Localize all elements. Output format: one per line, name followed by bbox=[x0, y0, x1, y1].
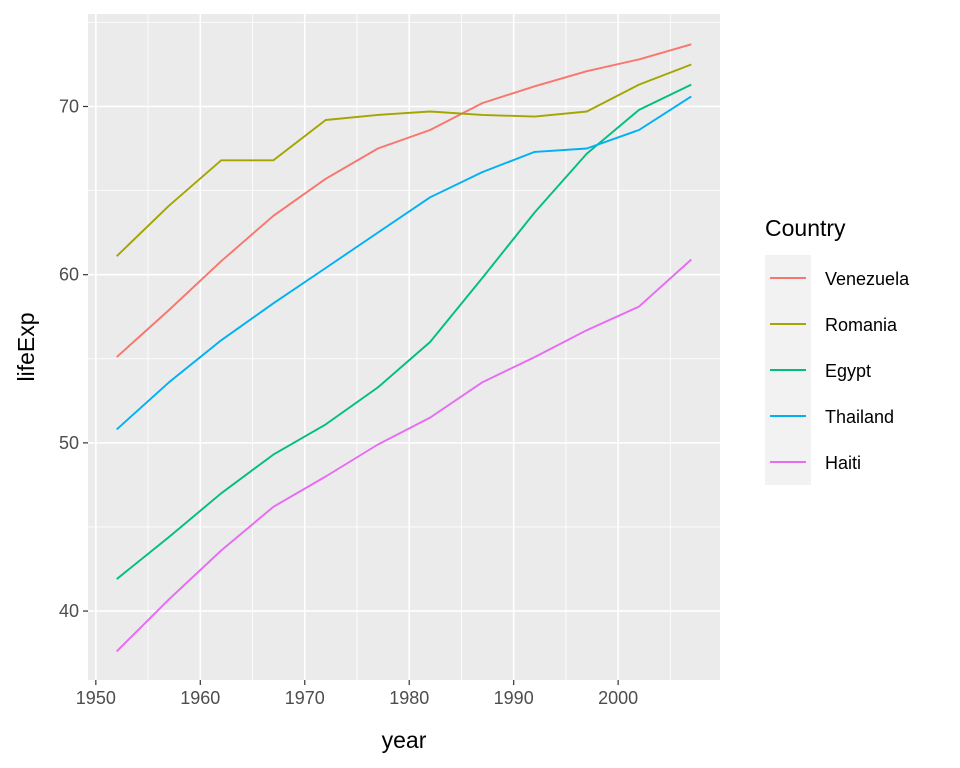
y-tick-label: 70 bbox=[59, 97, 79, 117]
series-lines bbox=[116, 43, 692, 653]
legend-title: Country bbox=[765, 215, 846, 241]
legend-label-egypt: Egypt bbox=[825, 361, 871, 381]
legend-label-haiti: Haiti bbox=[825, 453, 861, 473]
series-line-romania bbox=[116, 63, 692, 257]
x-tick-label: 1950 bbox=[76, 688, 116, 708]
legend-label-venezuela: Venezuela bbox=[825, 269, 910, 289]
x-tick-label: 1980 bbox=[389, 688, 429, 708]
x-tick-label: 1970 bbox=[285, 688, 325, 708]
gridlines bbox=[88, 14, 720, 680]
axes: 1950 1960 1970 1980 1990 2000 40 50 60 70 bbox=[59, 97, 638, 709]
series-line-venezuela bbox=[116, 43, 692, 358]
x-tick-label: 1960 bbox=[180, 688, 220, 708]
x-axis-title: year bbox=[382, 727, 427, 753]
x-tick-label: 1990 bbox=[494, 688, 534, 708]
legend-label-thailand: Thailand bbox=[825, 407, 894, 427]
y-tick-label: 50 bbox=[59, 433, 79, 453]
x-tick-label: 2000 bbox=[598, 688, 638, 708]
legend: Country Venezuela Romania Egypt Thailand Hai… bbox=[765, 215, 910, 485]
y-axis-title: lifeExp bbox=[13, 312, 39, 381]
plot-panel bbox=[88, 14, 720, 680]
series-line-thailand bbox=[116, 95, 692, 431]
legend-label-romania: Romania bbox=[825, 315, 898, 335]
y-tick-label: 40 bbox=[59, 601, 79, 621]
panel-background bbox=[88, 14, 720, 680]
y-tick-label: 60 bbox=[59, 265, 79, 285]
series-line-haiti bbox=[116, 258, 692, 653]
